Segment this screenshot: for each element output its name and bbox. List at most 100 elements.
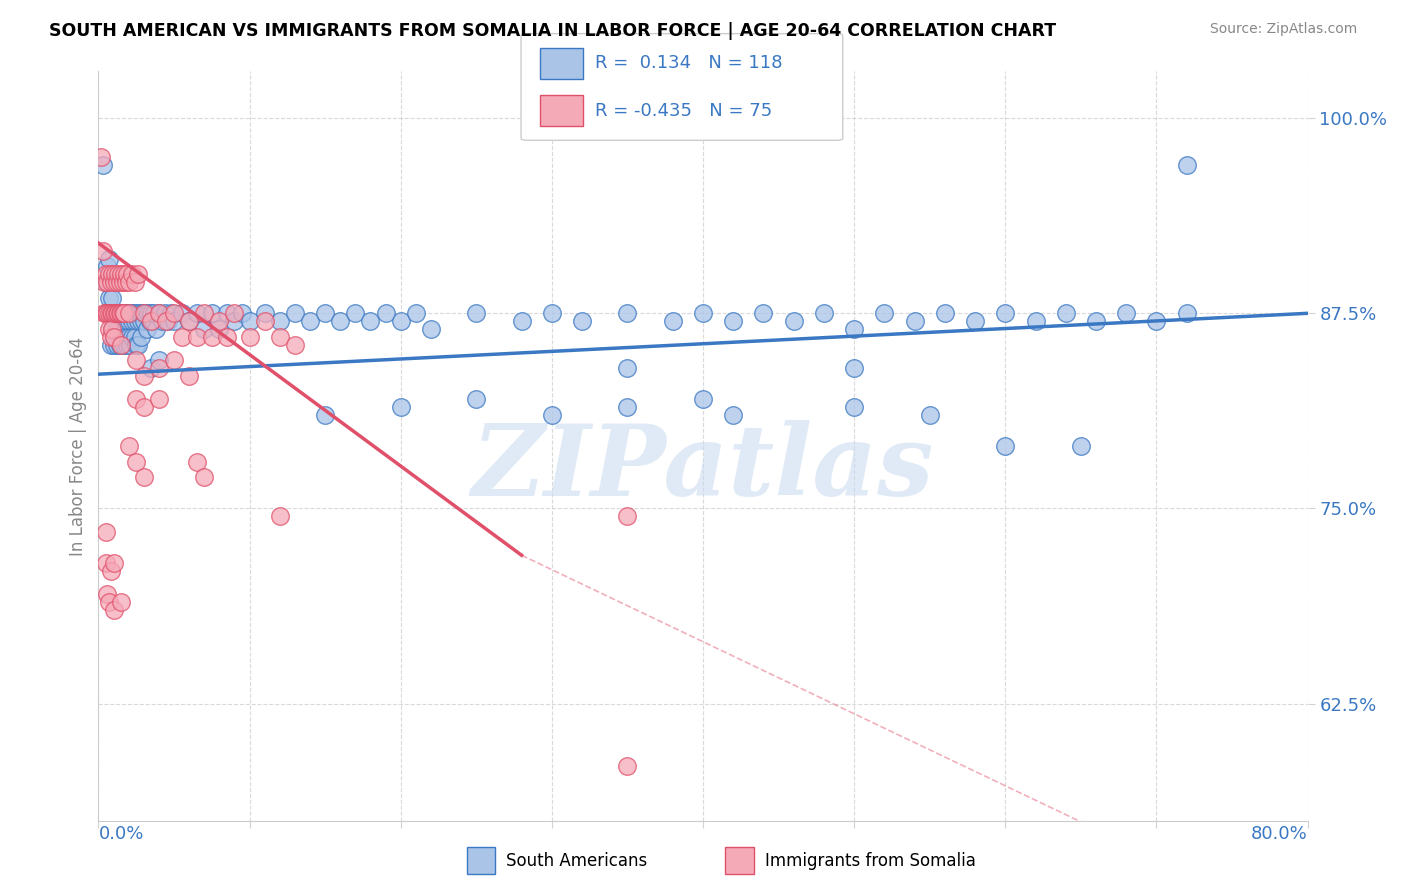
Point [148, 361, 170, 376]
Point [360, 314, 382, 328]
Point [141, 361, 163, 376]
Text: Source: ZipAtlas.com: Source: ZipAtlas.com [1209, 22, 1357, 37]
Point [405, 306, 427, 320]
Point [121, 268, 143, 282]
Point [111, 330, 134, 344]
Text: R =  0.134   N = 118: R = 0.134 N = 118 [595, 54, 783, 72]
Point [934, 306, 956, 320]
Point [1175, 306, 1198, 320]
Bar [467, 847, 495, 874]
Point [105, 275, 128, 289]
Point [125, 454, 148, 468]
Point [90, 150, 112, 164]
Y-axis label: In Labor Force | Age 20-64: In Labor Force | Age 20-64 [69, 336, 87, 556]
Point [224, 306, 246, 320]
Bar [540, 48, 583, 78]
Point [465, 392, 488, 407]
Point [994, 439, 1017, 453]
Point [616, 361, 638, 376]
Text: 0.0%: 0.0% [98, 825, 143, 843]
Point [723, 408, 745, 422]
Point [108, 337, 131, 351]
Bar [725, 847, 754, 874]
Point [193, 306, 215, 320]
Point [170, 330, 193, 344]
Point [110, 306, 132, 320]
Point [103, 306, 125, 320]
Point [616, 306, 638, 320]
Text: Immigrants from Somalia: Immigrants from Somalia [765, 852, 976, 870]
Point [661, 314, 683, 328]
Point [374, 306, 396, 320]
Point [150, 314, 173, 328]
Point [215, 306, 238, 320]
Point [112, 337, 135, 351]
Point [100, 275, 122, 289]
Point [98, 322, 121, 336]
Point [540, 306, 562, 320]
Point [103, 306, 125, 320]
Point [101, 322, 124, 336]
Point [160, 306, 183, 320]
Text: South Americans: South Americans [506, 852, 647, 870]
Point [965, 314, 987, 328]
Point [104, 268, 127, 282]
Point [201, 330, 224, 344]
Point [616, 400, 638, 414]
Point [96, 275, 118, 289]
Point [186, 306, 208, 320]
Point [105, 337, 128, 351]
Point [114, 275, 136, 289]
Point [201, 306, 224, 320]
Point [132, 400, 155, 414]
Point [193, 470, 215, 484]
Point [111, 306, 134, 320]
Point [100, 306, 122, 320]
Point [179, 368, 201, 383]
Point [193, 322, 215, 336]
Point [118, 275, 141, 289]
Point [994, 306, 1017, 320]
Point [125, 353, 148, 368]
Point [132, 368, 155, 383]
Point [420, 322, 443, 336]
Point [111, 306, 134, 320]
Point [156, 314, 179, 328]
Point [253, 314, 276, 328]
Point [94, 275, 117, 289]
Text: SOUTH AMERICAN VS IMMIGRANTS FROM SOMALIA IN LABOR FORCE | AGE 20-64 CORRELATION: SOUTH AMERICAN VS IMMIGRANTS FROM SOMALI… [49, 22, 1056, 40]
Point [114, 330, 136, 344]
Point [179, 314, 201, 328]
Point [93, 275, 115, 289]
Point [121, 330, 143, 344]
Point [723, 314, 745, 328]
Point [873, 306, 896, 320]
Point [94, 556, 117, 570]
Point [124, 330, 146, 344]
Point [127, 337, 149, 351]
Point [112, 306, 135, 320]
Point [186, 330, 208, 344]
Point [269, 314, 291, 328]
Point [253, 306, 276, 320]
Point [118, 330, 141, 344]
Point [101, 322, 124, 336]
Point [101, 291, 124, 305]
Point [125, 392, 148, 407]
Text: 80.0%: 80.0% [1251, 825, 1308, 843]
Point [132, 314, 155, 328]
Point [135, 322, 157, 336]
Point [112, 306, 135, 320]
Point [120, 306, 142, 320]
Point [389, 314, 412, 328]
Point [1070, 439, 1092, 453]
Point [96, 587, 118, 601]
Point [155, 314, 177, 328]
Point [100, 564, 122, 578]
Point [94, 268, 117, 282]
Point [813, 306, 835, 320]
Point [107, 322, 129, 336]
Point [107, 306, 129, 320]
Point [110, 595, 132, 609]
Point [132, 306, 155, 320]
